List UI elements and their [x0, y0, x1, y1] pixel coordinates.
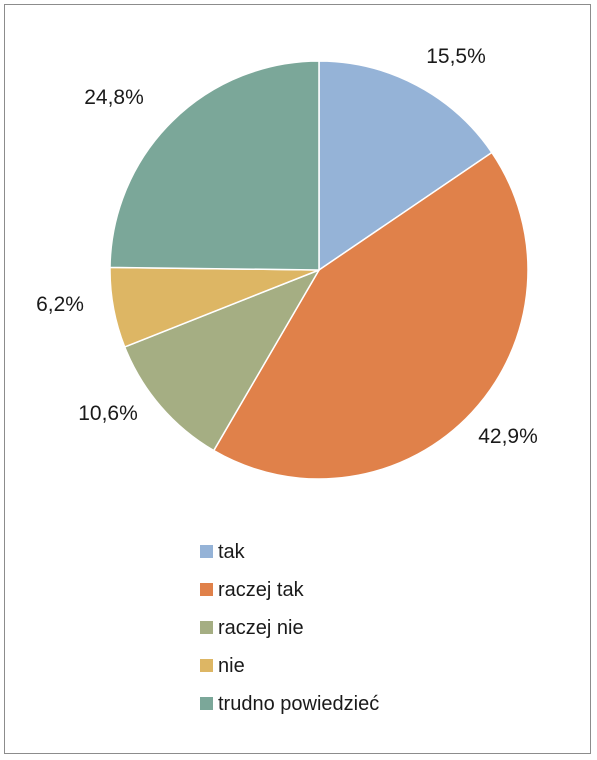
legend-label-raczej-nie: raczej nie	[218, 617, 304, 639]
legend-swatch-raczej-tak	[200, 583, 213, 596]
pie-slices	[109, 60, 529, 480]
legend-label-raczej-tak: raczej tak	[218, 579, 305, 601]
legend-label-trudno-powiedziec: trudno powiedzieć	[218, 693, 379, 715]
legend-swatch-trudno-powiedziec	[200, 697, 213, 710]
pie-slice-tak	[318, 60, 493, 272]
legend: tak raczej tak raczej nie nie trudno powiedz…	[200, 541, 379, 715]
data-labels: 15,5% 42,9% 10,6% 6,2% 24,8%	[36, 45, 538, 448]
legend-label-nie: nie	[218, 655, 245, 677]
legend-swatch-nie	[200, 659, 213, 672]
pie-slice-raczej-tak	[212, 151, 529, 480]
data-label-raczej-tak: 42,9%	[478, 425, 538, 448]
legend-label-tak: tak	[218, 541, 246, 563]
data-label-trudno-powiedziec: 24,8%	[84, 86, 144, 109]
pie-slice-trudno-powiedziec	[109, 60, 320, 271]
legend-swatch-tak	[200, 545, 213, 558]
legend-swatch-raczej-nie	[200, 621, 213, 634]
data-label-raczej-nie: 10,6%	[78, 402, 138, 425]
data-label-tak: 15,5%	[426, 45, 486, 68]
pie-slice-raczej-nie	[123, 268, 321, 452]
data-label-nie: 6,2%	[36, 293, 84, 316]
